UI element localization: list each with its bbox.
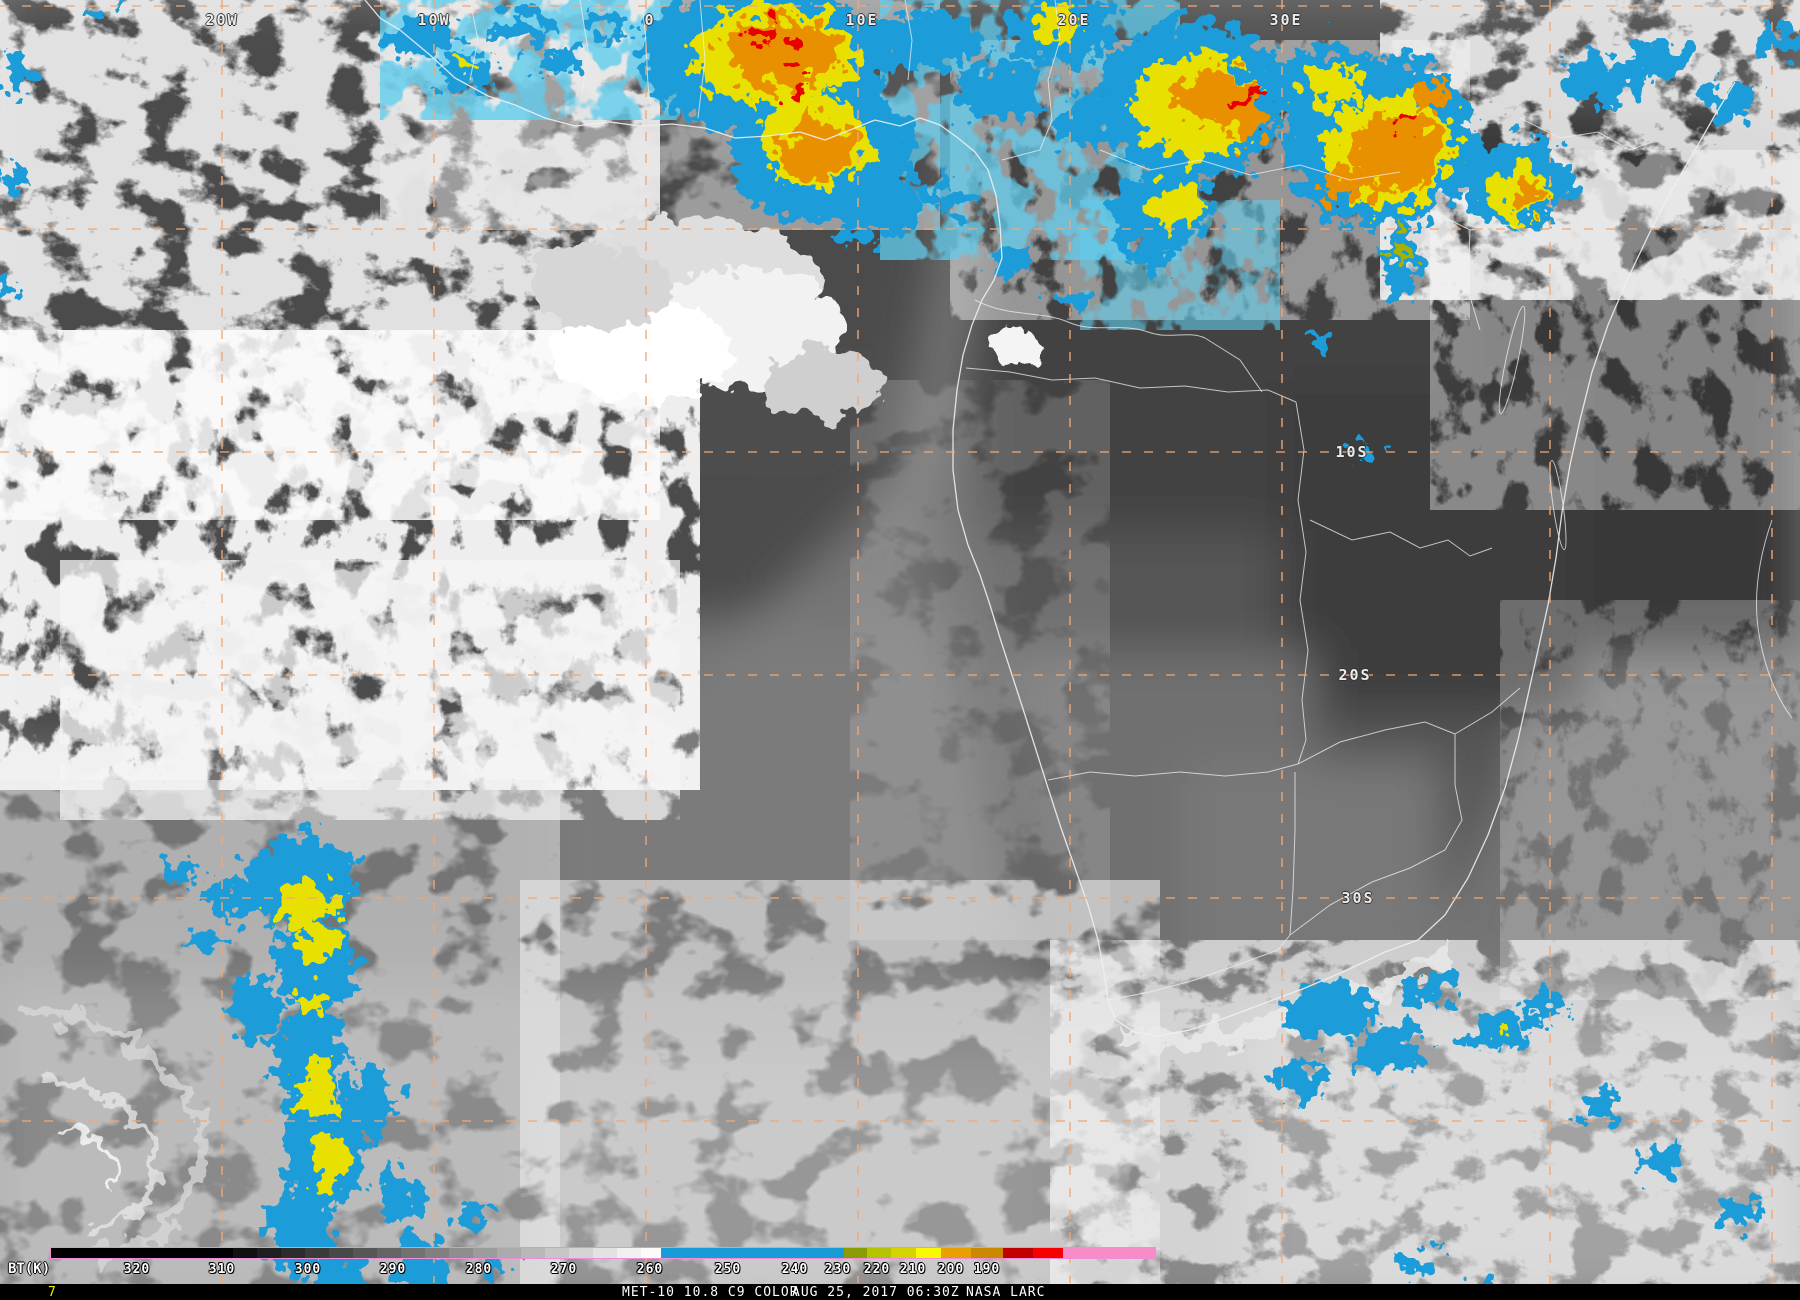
colorbar-tick: 280 bbox=[465, 1262, 493, 1277]
colorbar-tick: 190 bbox=[973, 1262, 1001, 1277]
colorbar-ticks: 320 310 300 290 280 270 260 250 240 230 220 210 200 1… bbox=[0, 1262, 1800, 1278]
colorbar-tick: 220 bbox=[863, 1262, 891, 1277]
cyclone-swirl bbox=[17, 1002, 208, 1262]
africa-coastline bbox=[364, 0, 1736, 1037]
colorbar-tick: 270 bbox=[550, 1262, 578, 1277]
lon-label: 20E bbox=[1057, 11, 1091, 29]
lat-label: 20S bbox=[1338, 666, 1372, 684]
colorbar-tick: 250 bbox=[714, 1262, 742, 1277]
colorbar-tick: 210 bbox=[899, 1262, 927, 1277]
colorbar-tick: 290 bbox=[379, 1262, 407, 1277]
lat-label: 30S bbox=[1341, 889, 1375, 907]
colorbar-tick: 310 bbox=[208, 1262, 236, 1277]
product-label: MET-10 10.8 C9 COLOR bbox=[622, 1285, 799, 1300]
credit-label: NASA LARC bbox=[966, 1285, 1046, 1300]
frame-number: 7 bbox=[48, 1285, 57, 1300]
bright-cloud-mass bbox=[530, 215, 1458, 1050]
colorbar-tick: 240 bbox=[781, 1262, 809, 1277]
colorbar-tick: 230 bbox=[824, 1262, 852, 1277]
caption-bar: 7 MET-10 10.8 C9 COLOR AUG 25, 2017 06:3… bbox=[0, 1284, 1800, 1300]
lon-label: 10E bbox=[845, 11, 879, 29]
lon-label: 20W bbox=[205, 11, 239, 29]
coastlines-borders bbox=[364, 0, 1793, 1037]
colorbar-tick: 320 bbox=[123, 1262, 151, 1277]
lon-label: 30E bbox=[1269, 11, 1303, 29]
colorbar bbox=[50, 1247, 1156, 1259]
lon-label: 0 bbox=[644, 11, 656, 29]
colorbar-tick: 200 bbox=[937, 1262, 965, 1277]
colorbar-tick: 260 bbox=[636, 1262, 664, 1277]
lat-label: 10S bbox=[1335, 443, 1369, 461]
datetime-label: AUG 25, 2017 06:30Z bbox=[792, 1285, 960, 1300]
lon-label: 10W bbox=[417, 11, 451, 29]
colorbar-title: BT(K) bbox=[8, 1261, 51, 1277]
colorbar-tick: 300 bbox=[294, 1262, 322, 1277]
